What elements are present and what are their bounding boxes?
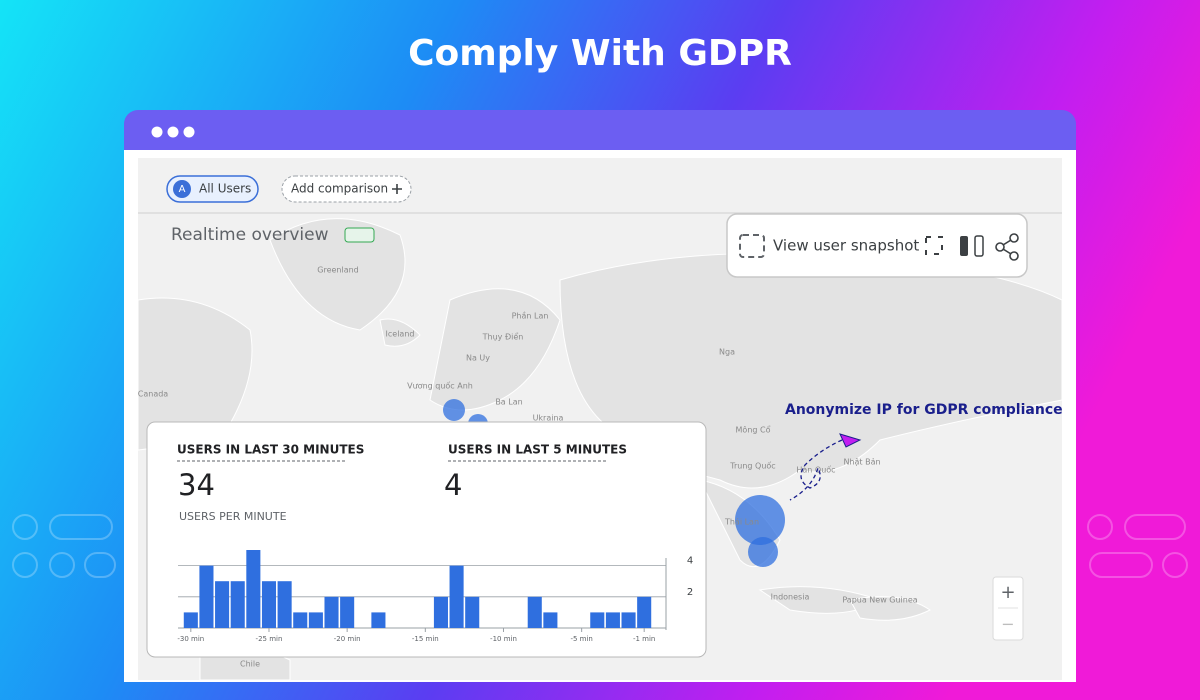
- x-tick-label: -25 min: [256, 635, 283, 643]
- stat-label: USERS IN LAST 30 MINUTES: [177, 443, 364, 457]
- x-tick-label: -15 min: [412, 635, 439, 643]
- add-comparison[interactable]: [281, 175, 412, 203]
- x-tick-label: -5 min: [570, 635, 592, 643]
- bar: [230, 581, 245, 628]
- y-tick-label: 4: [687, 556, 693, 567]
- map-label: Chile: [240, 660, 260, 669]
- bar: [371, 612, 386, 628]
- bar-chart: 2 4 -30 min -25 min -20 min -15 min -10 min -5 …: [177, 550, 693, 643]
- map-label: Na Uy: [466, 354, 490, 363]
- map-label: Canada: [138, 390, 169, 399]
- map-label: Indonesia: [771, 593, 810, 602]
- map-label: Thái Lan: [724, 518, 759, 527]
- compare-icon[interactable]: [960, 236, 968, 256]
- bar: [293, 612, 308, 628]
- cursor-icon: [839, 433, 862, 448]
- fullscreen-icon[interactable]: [925, 236, 943, 255]
- map-label: Ukraina: [533, 414, 564, 423]
- bar: [199, 565, 214, 628]
- map-label: Mông Cổ: [736, 425, 771, 435]
- snapshot-box: [726, 213, 1028, 278]
- page-title: Comply With GDPR: [408, 33, 792, 74]
- bar: [621, 612, 636, 628]
- share-icon[interactable]: [995, 233, 1019, 261]
- plus-icon: [392, 184, 402, 194]
- stat-value: 4: [444, 468, 462, 502]
- bar: [605, 612, 620, 628]
- map-label: Iceland: [386, 330, 415, 339]
- zoom-out[interactable]: −: [1001, 615, 1014, 634]
- chart-label: USERS PER MINUTE: [179, 510, 287, 523]
- stat-value: 34: [178, 468, 215, 502]
- bar: [433, 596, 448, 628]
- bar: [215, 581, 230, 628]
- map-label: Phần Lan: [512, 311, 549, 321]
- bar: [340, 596, 355, 628]
- bar: [277, 581, 292, 628]
- x-tick-label: -20 min: [334, 635, 361, 643]
- bar: [308, 612, 323, 628]
- map-label: Papua New Guinea: [842, 596, 917, 605]
- x-tick-label: -1 min: [633, 635, 655, 643]
- overview-title: Realtime overview: [171, 225, 329, 245]
- map-label: Nhật Bản: [843, 457, 880, 468]
- bar: [449, 565, 464, 628]
- segment-label: All Users: [199, 182, 251, 196]
- add-comparison-label: Add comparison: [291, 182, 388, 196]
- segment-badge: A: [179, 184, 186, 195]
- annotation: Anonymize IP for GDPR compliance: [785, 402, 1063, 418]
- annotation-arrow: [789, 439, 843, 501]
- map-label: Trung Quốc: [729, 461, 775, 471]
- status-chip[interactable]: [344, 227, 375, 243]
- snapshot-icon: [739, 234, 765, 258]
- bar: [543, 612, 558, 628]
- window-dot: [151, 126, 163, 138]
- bar: [261, 581, 277, 628]
- bar: [527, 596, 542, 628]
- x-tick-label: -10 min: [490, 635, 517, 643]
- bar: [590, 612, 605, 628]
- map-label: Vương quốc Anh: [407, 381, 473, 391]
- decor: [12, 514, 1188, 578]
- window-dot: [183, 126, 195, 138]
- map-labels: Greenland Iceland Thụy Điển Phần Lan Na Uy Vư…: [138, 266, 918, 669]
- bar: [183, 612, 198, 628]
- map-label: Thụy Điển: [482, 332, 524, 343]
- bar: [465, 596, 480, 628]
- y-tick-label: 2: [687, 587, 693, 598]
- zoom-in[interactable]: +: [1000, 582, 1015, 603]
- bar: [246, 550, 261, 628]
- map-label: Ba Lan: [495, 398, 522, 407]
- map-label: Hàn Quốc: [796, 465, 835, 475]
- snapshot-label[interactable]: View user snapshot: [773, 237, 919, 255]
- segment-badge-bg: [173, 180, 191, 198]
- window-dot: [167, 126, 179, 138]
- stat-label: USERS IN LAST 5 MINUTES: [448, 443, 627, 457]
- map-label: Nga: [719, 348, 735, 357]
- x-tick-label: -30 min: [177, 635, 204, 643]
- bar: [637, 596, 652, 628]
- bar: [324, 596, 339, 628]
- compare-icon-part: [974, 235, 984, 257]
- map-label: Greenland: [317, 266, 359, 275]
- segment-chip[interactable]: [166, 175, 259, 203]
